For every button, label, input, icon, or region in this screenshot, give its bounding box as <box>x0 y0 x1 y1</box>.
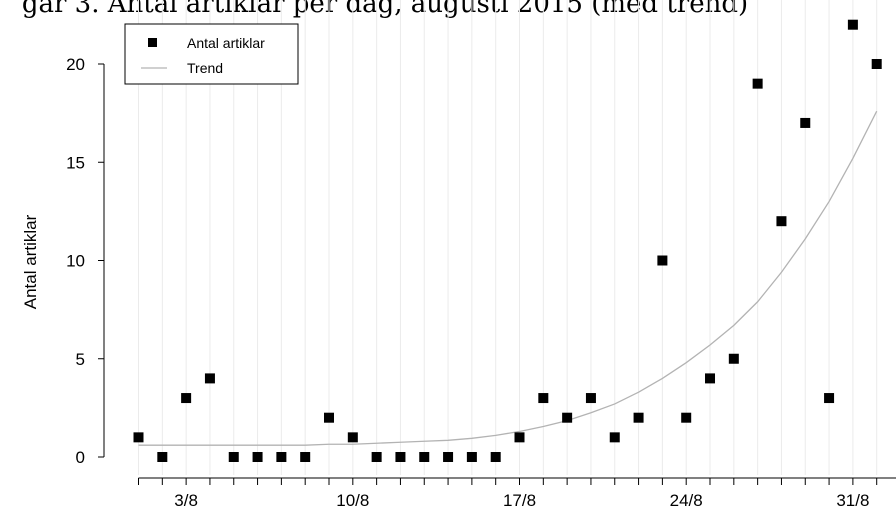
data-point <box>419 452 430 462</box>
data-point <box>252 452 263 462</box>
legend-box <box>124 23 299 85</box>
y-axis: 0 5 10 15 20 <box>66 55 105 467</box>
legend-label-trend: Trend <box>187 60 223 76</box>
y-tick-label: 15 <box>66 153 85 172</box>
x-tick-label: 17/8 <box>503 491 536 510</box>
data-point <box>443 452 454 462</box>
data-point <box>681 412 692 423</box>
trend-line <box>138 110 878 446</box>
data-point <box>300 452 311 462</box>
y-tick-label: 0 <box>76 448 85 467</box>
data-point <box>133 432 144 443</box>
data-point <box>824 393 835 404</box>
x-tick-label: 3/8 <box>174 491 198 510</box>
data-point <box>800 117 811 128</box>
trend-layer <box>138 110 878 446</box>
data-point <box>871 59 882 69</box>
data-point <box>657 255 668 266</box>
data-point <box>157 452 168 462</box>
data-point <box>562 412 573 423</box>
data-point <box>705 373 716 384</box>
legend-marker-square <box>148 38 157 47</box>
data-point <box>609 432 620 443</box>
data-point <box>752 78 763 89</box>
data-point <box>181 393 192 404</box>
data-point <box>276 452 287 462</box>
y-tick-label: 10 <box>66 252 85 271</box>
y-axis-label: Antal artiklar <box>21 214 40 309</box>
y-tick-label: 20 <box>66 55 85 74</box>
y-tick-label: 5 <box>76 350 85 369</box>
data-point <box>466 452 477 462</box>
data-point <box>728 353 739 364</box>
data-point <box>490 452 501 462</box>
legend: Antal artiklar Trend <box>124 23 299 85</box>
chart-title: gar 3. Antal artiklar per dag, augusti 2… <box>22 0 748 19</box>
data-point <box>585 393 596 404</box>
data-point <box>324 412 335 423</box>
data-point <box>538 393 549 404</box>
x-tick-label: 24/8 <box>670 491 703 510</box>
data-point <box>776 216 787 227</box>
data-point <box>395 452 406 462</box>
legend-label-articles: Antal artiklar <box>187 35 265 51</box>
points-layer <box>133 19 882 462</box>
x-tick-label: 31/8 <box>836 491 869 510</box>
data-point <box>514 432 525 443</box>
data-point <box>347 432 358 443</box>
data-point <box>228 452 239 462</box>
data-point <box>371 452 382 462</box>
data-point <box>847 19 858 30</box>
data-point <box>204 373 215 384</box>
x-tick-label: 10/8 <box>336 491 369 510</box>
data-point <box>633 412 644 423</box>
x-axis: 3/8 10/8 17/8 24/8 31/8 <box>138 477 896 510</box>
